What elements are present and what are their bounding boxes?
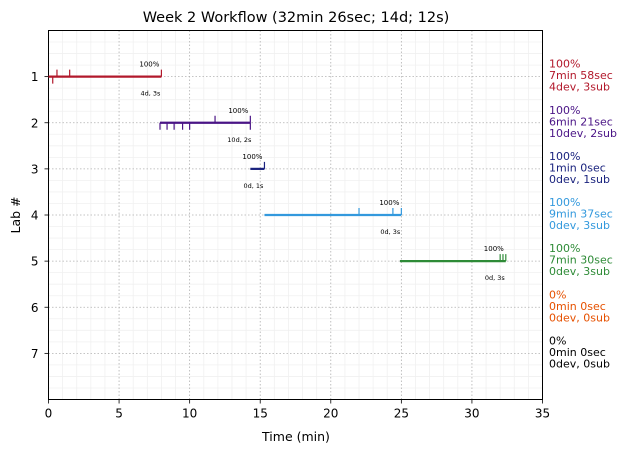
lab-5-side-line: 7min 30sec <box>549 254 613 267</box>
y-tick-label: 2 <box>31 116 39 130</box>
lab-3-side-line: 0dev, 1sub <box>549 173 610 186</box>
chart-title: Week 2 Workflow (32min 26sec; 14d; 12s) <box>143 10 450 26</box>
lab-5-series: 100% 0d, 3s <box>399 245 507 282</box>
y-axis-ticks: 1 2 3 4 5 6 7 <box>31 70 49 361</box>
lab-4-side-line: 9min 37sec <box>549 208 613 221</box>
y-tick-label: 7 <box>31 347 39 361</box>
x-axis-label: Time (min) <box>261 429 330 444</box>
lab-3-side-line: 1min 0sec <box>549 161 606 174</box>
lab-4-series: 100% 0d, 3s <box>264 199 402 236</box>
lab-6-side-line: 0min 0sec <box>549 300 606 313</box>
lab-7-side-line: 0min 0sec <box>549 346 606 359</box>
lab-3-side-line: 100% <box>549 150 580 163</box>
lab-2-series: 100% 10d, 2s <box>159 107 252 144</box>
completion-label: 100% <box>379 199 399 207</box>
lab-7-side-line: 0% <box>549 334 566 347</box>
y-axis-label: Lab # <box>8 196 23 233</box>
lab-4-side-line: 100% <box>549 196 580 209</box>
lab-1-series: 100% 4d, 3s <box>48 61 163 98</box>
x-tick-label: 30 <box>464 407 479 421</box>
x-tick-label: 20 <box>323 407 338 421</box>
series-group: 100% 4d, 3s 100% 10d, 2s 100% 0d, 1s 100% 0d, 3… <box>48 61 507 282</box>
completion-label: 100% <box>484 245 504 253</box>
x-tick-label: 35 <box>535 407 550 421</box>
lab-7-side-line: 0dev, 0sub <box>549 357 610 370</box>
dev-sub-count-label: 0d, 3s <box>380 228 401 236</box>
lab-3-series: 100% 0d, 1s <box>242 153 266 190</box>
x-tick-label: 10 <box>182 407 197 421</box>
x-tick-label: 15 <box>253 407 268 421</box>
completion-label: 100% <box>242 153 262 161</box>
x-tick-label: 25 <box>394 407 409 421</box>
y-tick-label: 4 <box>31 209 39 223</box>
dev-sub-count-label: 0d, 1s <box>243 182 264 190</box>
completion-label: 100% <box>228 107 248 115</box>
lab-5-side-line: 0dev, 3sub <box>549 265 610 278</box>
lab-4-side-line: 0dev, 3sub <box>549 219 610 232</box>
lab-1-side-line: 7min 58sec <box>549 69 613 82</box>
x-axis-ticks: 0 5 10 15 20 25 30 35 <box>45 399 550 421</box>
x-tick-label: 5 <box>115 407 123 421</box>
y-tick-label: 1 <box>31 70 39 84</box>
lab-1-side-line: 4dev, 3sub <box>549 81 610 94</box>
completion-label: 100% <box>139 61 159 69</box>
y-tick-label: 3 <box>31 162 39 176</box>
dev-sub-count-label: 0d, 3s <box>485 274 506 282</box>
lab-1-side-line: 100% <box>549 58 580 71</box>
lab-5-side-line: 100% <box>549 242 580 255</box>
y-tick-label: 6 <box>31 301 39 315</box>
lab-2-side-line: 6min 21sec <box>549 115 613 128</box>
x-tick-label: 0 <box>45 407 53 421</box>
dev-sub-count-label: 10d, 2s <box>227 136 252 144</box>
dev-sub-count-label: 4d, 3s <box>140 90 161 98</box>
lab-6-side-line: 0% <box>549 288 566 301</box>
lab-2-side-line: 100% <box>549 104 580 117</box>
lab-6-side-line: 0dev, 0sub <box>549 311 610 324</box>
y-tick-label: 5 <box>31 255 39 269</box>
lab-2-side-line: 10dev, 2sub <box>549 127 617 140</box>
